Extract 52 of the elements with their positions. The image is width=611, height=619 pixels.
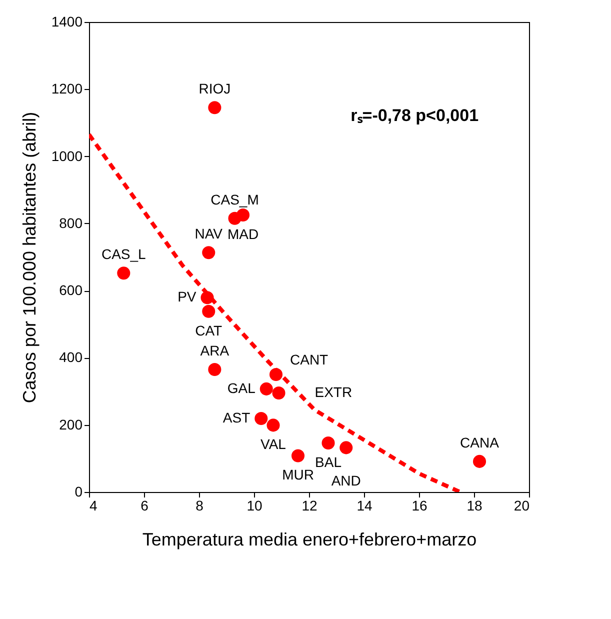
point [254,412,268,425]
point [291,449,305,462]
annotation: CAS_M [210,191,259,208]
annotation: MAD [227,226,259,242]
y-tick-label: 0 [74,484,83,500]
annotation: CAS_L [101,246,146,262]
point [472,454,486,468]
x-tick-label: 20 [514,498,530,514]
y-tick-label: 800 [59,214,83,231]
annotation: CANA [460,434,500,450]
annotation: BAL [315,454,342,470]
point [202,246,216,260]
point [117,266,130,280]
point [340,441,353,454]
point [266,418,280,432]
x-tick-label: 4 [90,498,98,514]
annotation: GAL [227,380,256,396]
x-tick-label: 16 [412,498,428,514]
y-tick-label: 600 [59,282,83,298]
point [322,436,335,450]
x-tick-label: 18 [466,498,482,514]
annotation: VAL [260,436,286,452]
x-axis-title: Temperatura media enero+febrero+marzo [142,530,477,550]
annotation: ARA [200,342,230,358]
line-series [89,132,462,492]
x-tick-label: 14 [356,498,372,514]
y-axis-title: Casos por 100.000 habitantes (abril) [19,112,40,404]
x-tick-label: 12 [302,498,318,514]
annotation: NAV [194,226,224,242]
x-tick-label: 6 [140,498,149,514]
annotation: PV [178,288,197,305]
annotation: CAT [195,322,223,338]
x-tick-label: 10 [246,498,262,514]
x-tick-label: 8 [196,498,204,514]
point [208,101,222,114]
annotation: MUR [282,466,314,483]
annotation: EXTR [314,384,352,400]
y-tick-label: 200 [59,416,83,432]
y-tick-label: 1000 [51,148,83,164]
y-tick-label: 400 [59,349,83,366]
annotation: RIOJ [198,80,231,97]
annotation: rₛ=-0,78 p<0,001 [350,106,479,125]
point [202,304,216,318]
annotation: AND [331,472,361,489]
annotation: AST [222,409,251,426]
y-tick-label: 1400 [51,14,83,30]
point [272,386,286,400]
point [260,382,273,396]
annotation: CANT [290,352,329,368]
point [236,208,250,222]
point [208,362,222,376]
y-tick-label: 1200 [51,80,83,97]
